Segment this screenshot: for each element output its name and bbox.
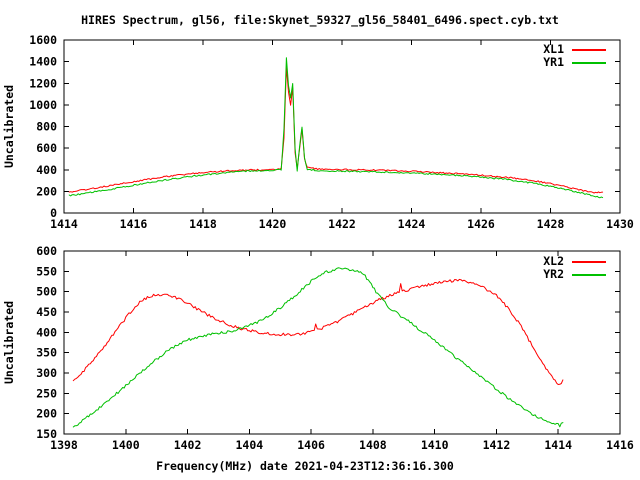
- x-tick-label: 1422: [328, 217, 356, 231]
- x-tick-label: 1398: [50, 438, 78, 452]
- plot-1-frame: [63, 250, 621, 435]
- y-tick-label: 1000: [29, 98, 57, 112]
- legend-bottom-chart: XL2 YR2: [543, 255, 606, 281]
- y-tick-label: 600: [36, 141, 57, 155]
- y-axis-label-chart-1: Uncalibrated: [2, 301, 16, 384]
- legend-entry-yr2: YR2: [543, 268, 606, 281]
- x-tick-label: 1402: [174, 438, 202, 452]
- x-tick-label: 1414: [50, 217, 78, 231]
- x-axis-label: Frequency(MHz) date 2021-04-23T12:36:16.…: [156, 459, 454, 473]
- y-tick-label: 250: [36, 386, 57, 400]
- y-tick-label: 0: [50, 206, 57, 220]
- x-tick-label: 1414: [544, 438, 572, 452]
- figure-title: HIRES Spectrum, gl56, file:Skynet_59327_…: [81, 13, 559, 27]
- series-YR1-curve: [68, 57, 604, 199]
- series-XL2-curve: [72, 278, 564, 385]
- y-tick-label: 1600: [29, 33, 57, 47]
- series-XL1-curve: [68, 67, 604, 194]
- x-tick-label: 1426: [467, 217, 495, 231]
- y-tick-label: 200: [36, 184, 57, 198]
- x-tick-label: 1400: [112, 438, 140, 452]
- y-tick-label: 550: [36, 264, 57, 278]
- y-tick-label: 200: [36, 407, 57, 421]
- y-tick-label: 1200: [29, 76, 57, 90]
- legend-entry-xl2: XL2: [543, 255, 606, 268]
- x-tick-label: 1430: [606, 217, 634, 231]
- x-tick-label: 1410: [421, 438, 449, 452]
- legend-label-yr1: YR1: [543, 55, 564, 69]
- y-tick-label: 400: [36, 163, 57, 177]
- y-tick-label: 600: [36, 244, 57, 258]
- legend-line-sample-xl1: [572, 48, 606, 51]
- y-tick-label: 350: [36, 346, 57, 360]
- x-tick-label: 1408: [359, 438, 387, 452]
- y-tick-label: 450: [36, 305, 57, 319]
- legend-label-yr2: YR2: [543, 267, 564, 281]
- y-tick-label: 1400: [29, 55, 57, 69]
- x-tick-label: 1406: [297, 438, 325, 452]
- legend-entry-xl1: XL1: [543, 43, 606, 56]
- x-tick-label: 1428: [537, 217, 565, 231]
- plot-0-frame: [63, 39, 621, 214]
- series-YR2-curve: [72, 267, 564, 428]
- legend-line-sample-xl2: [572, 260, 606, 263]
- legend-line-sample-yr2: [572, 273, 606, 276]
- x-tick-label: 1416: [120, 217, 148, 231]
- x-tick-label: 1404: [235, 438, 263, 452]
- legend-label-xl1: XL1: [543, 42, 564, 56]
- legend-label-xl2: XL2: [543, 254, 564, 268]
- legend-entry-yr1: YR1: [543, 56, 606, 69]
- y-tick-label: 500: [36, 285, 57, 299]
- legend-top-chart: XL1 YR1: [543, 43, 606, 69]
- legend-line-sample-yr1: [572, 61, 606, 64]
- x-tick-label: 1424: [398, 217, 426, 231]
- x-tick-label: 1412: [483, 438, 511, 452]
- x-tick-label: 1420: [259, 217, 287, 231]
- y-axis-label-chart-0: Uncalibrated: [2, 85, 16, 168]
- y-tick-label: 800: [36, 120, 57, 134]
- x-tick-label: 1418: [189, 217, 217, 231]
- y-tick-label: 300: [36, 366, 57, 380]
- y-tick-label: 400: [36, 325, 57, 339]
- x-tick-label: 1416: [606, 438, 634, 452]
- y-tick-label: 150: [36, 427, 57, 441]
